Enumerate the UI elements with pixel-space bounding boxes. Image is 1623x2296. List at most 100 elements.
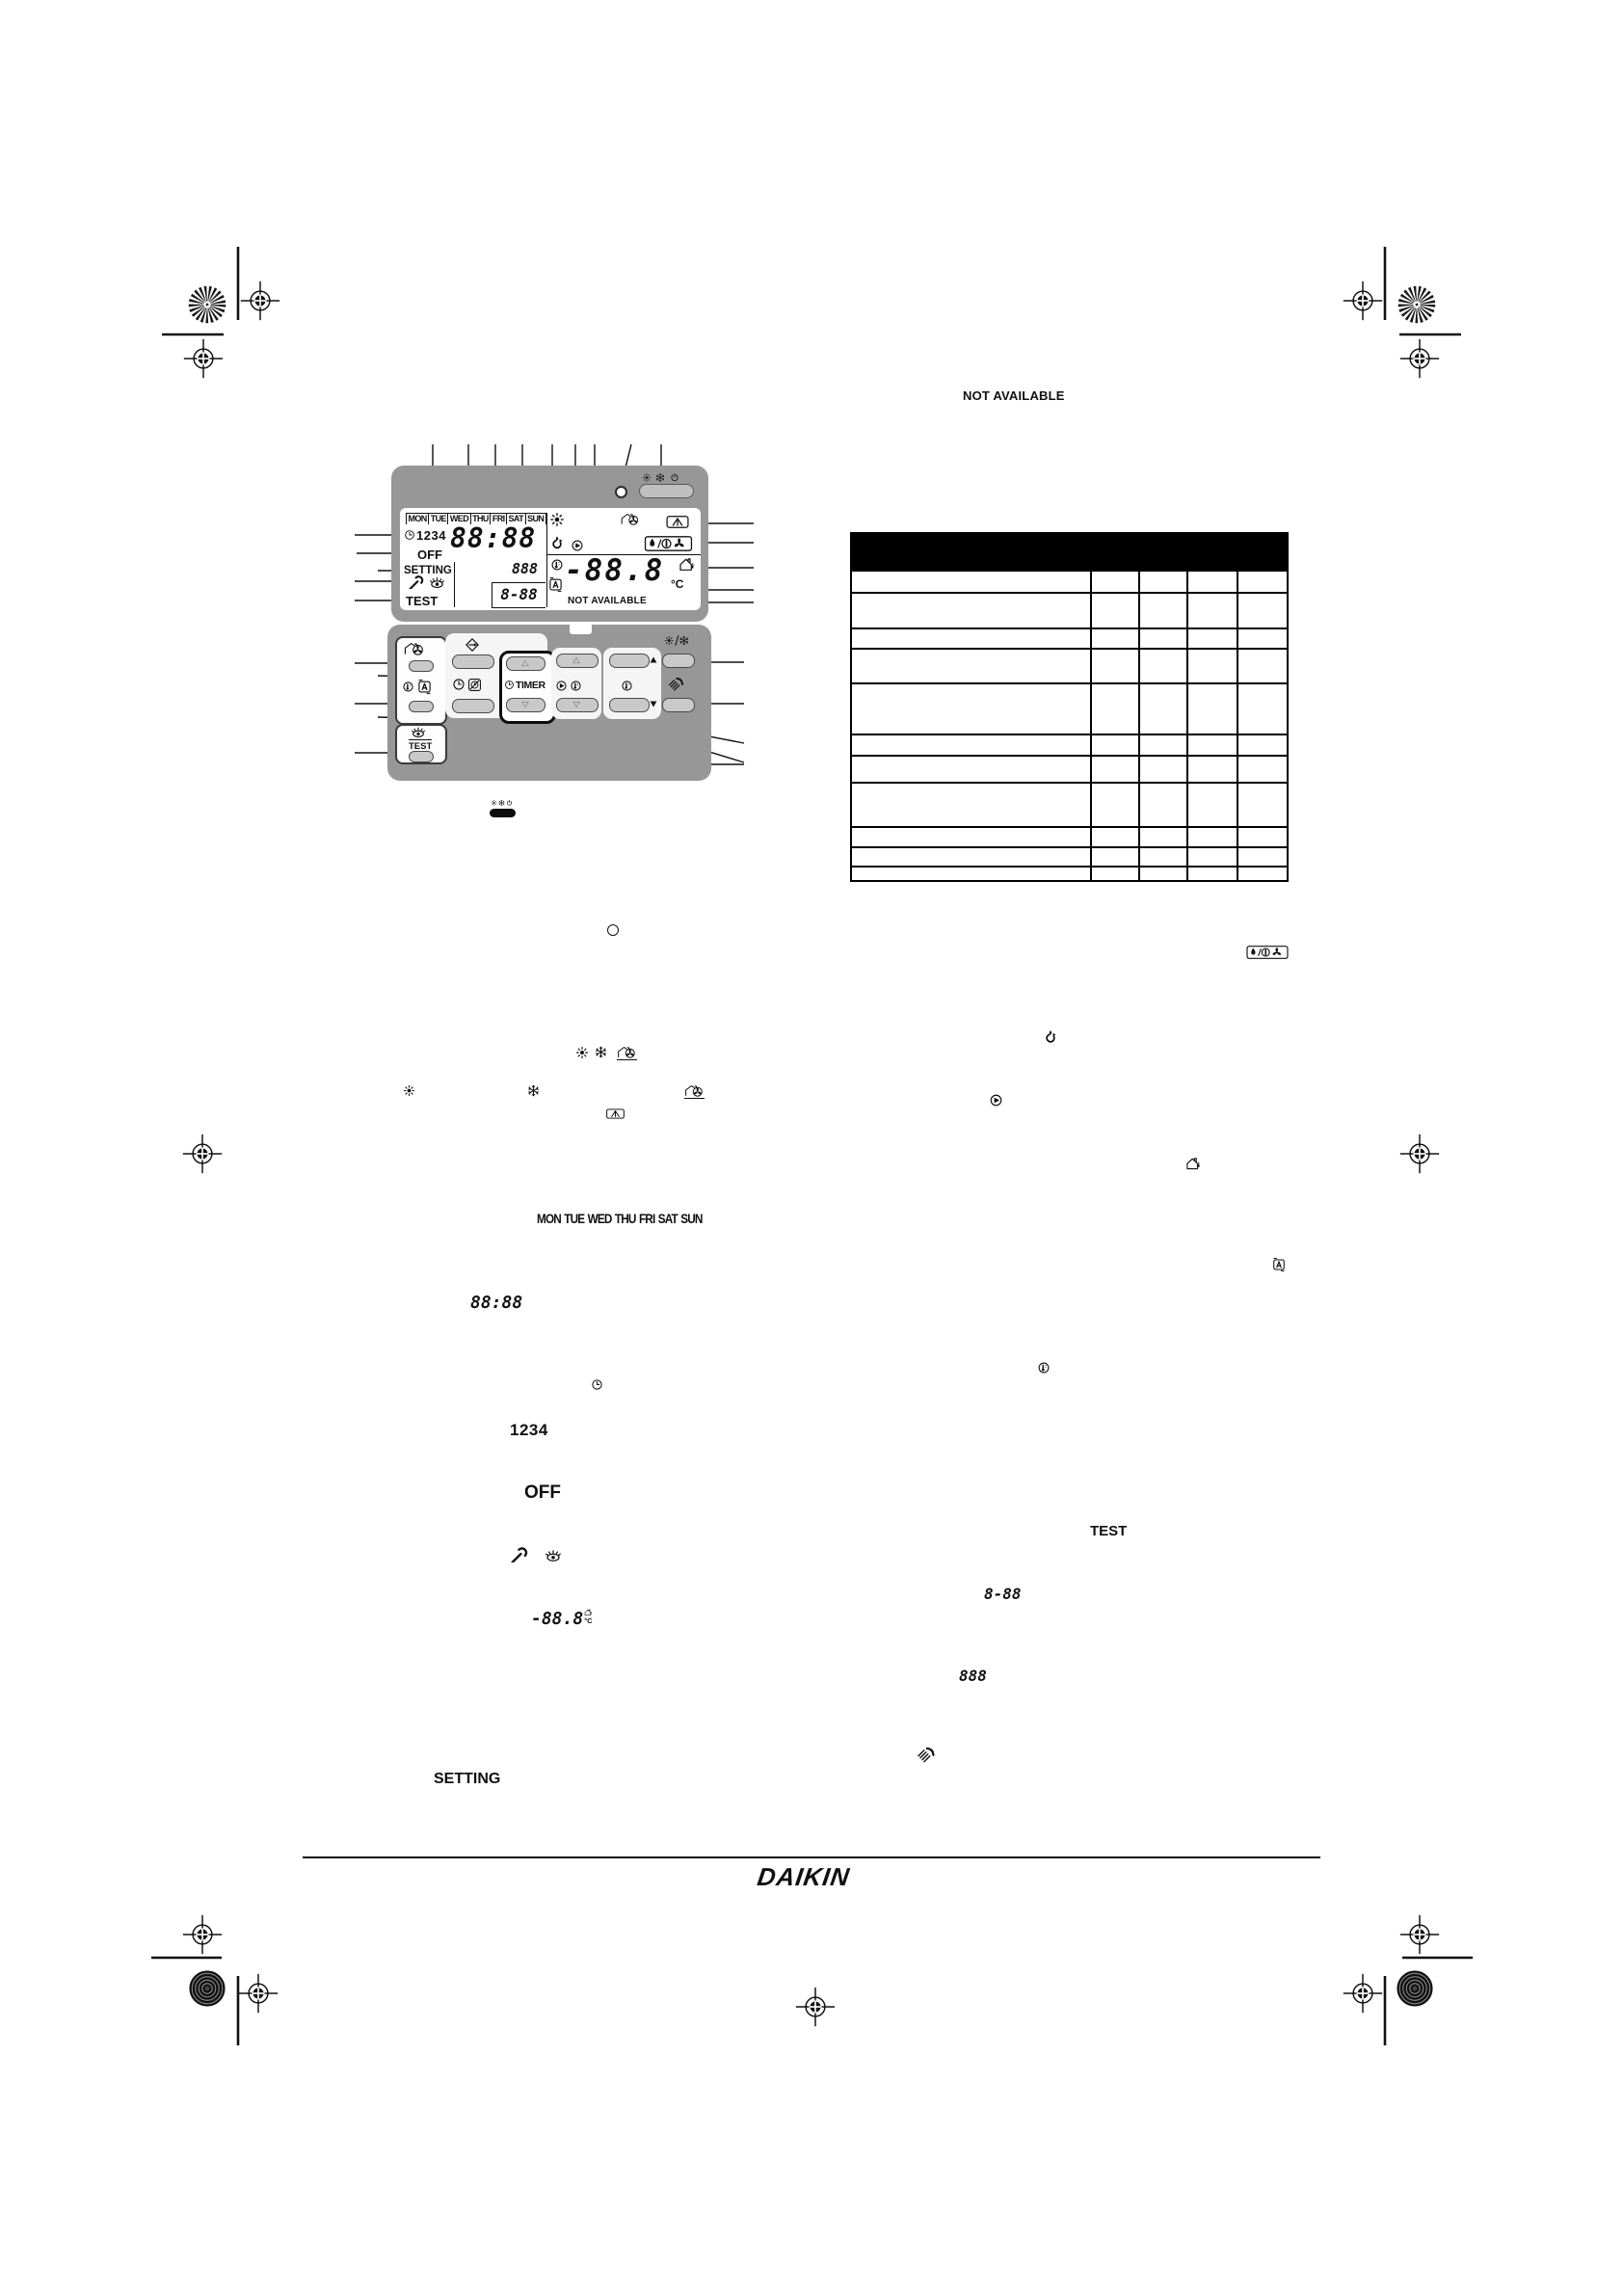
temperature-unit: °C [671,577,684,591]
lcd-display: MON TUE WED THU FRI SAT SUN 1234 88:88 O… [400,508,701,610]
air-swing-icon [666,516,689,528]
outdoor-temp-icon [584,1609,592,1616]
timer-button-block: TIMER [499,651,556,724]
table-row [850,782,1289,828]
code-box: 8-88 [492,582,545,608]
clock-display: 88:88 [450,522,537,554]
house-fan-icon [621,514,639,525]
daikin-logo: DAIKIN [755,1862,852,1891]
triangle-up-icon [519,658,531,668]
remote-button-housing: TEST TIMER [387,625,711,781]
table-row [850,826,1289,848]
day-label: THU [469,514,491,524]
house-fan-icon [404,643,423,655]
thermometer-icon [550,558,564,572]
setting-label-inline: SETTING [434,1771,501,1787]
clock-inline: 88:88 [470,1293,523,1313]
house-fan-icon [617,1046,637,1060]
day-label: SAT [657,1211,678,1226]
footer-rule [303,1856,1320,1858]
room-temp-panel [603,648,661,719]
clock-icon [404,529,415,541]
temperature-unit-inline: °C [584,1616,593,1625]
timer-up-button [506,656,545,671]
temp-unit-stack: °C [584,1609,593,1625]
day-of-week-inline: MON TUE WED THU FRI SAT SUN [537,1212,703,1225]
pump-icon [571,539,584,552]
test-button-group: TEST [395,724,447,764]
day-label: MON [537,1211,562,1226]
triangle-down-icon [519,700,531,709]
lcd-right-divider [547,553,701,555]
day-label: WED [447,514,469,524]
test-label-inline: TEST [1090,1523,1128,1539]
not-available-display: NOT AVAILABLE [568,596,647,606]
table-row [850,592,1289,629]
air-swing-icon [606,1108,625,1119]
thermometer-icon [1037,1361,1051,1375]
day-label: TUE [428,514,447,524]
outdoor-temp-icon [678,557,694,573]
code-display: 8-88 [500,585,538,603]
dhw-button [662,698,695,712]
day-label: MON [406,514,428,524]
day-label: SAT [506,514,525,524]
table-row [850,846,1289,868]
heat-cool-icon [664,635,689,646]
triangle-up-icon [571,655,582,665]
snowflake-icon [595,1046,607,1058]
hot-start-icon [550,536,564,549]
auto-mode-icon [417,680,432,694]
temperature-display: -88.8 [565,553,665,588]
day-label: SUN [524,514,546,524]
table-row [850,570,1289,594]
table-row [850,755,1289,784]
leaving-water-panel [551,648,601,719]
test-label: TEST [406,594,439,608]
pump-icon [989,1093,1003,1108]
day-label: FRI [638,1211,655,1226]
table-row [850,627,1289,650]
snowflake-icon [527,1084,540,1097]
inspection-eye-icon [411,727,426,738]
day-label: TUE [564,1211,585,1226]
table-row [850,682,1289,735]
shower-icon [668,678,683,691]
day-label: FRI [490,514,506,524]
down-button [556,698,599,712]
hot-start-icon [1044,1029,1057,1044]
program-numbers: 1234 [416,528,446,543]
table-header [850,532,1289,572]
temp-up-button [609,654,650,668]
off-label: OFF [417,547,442,562]
lcd-divider [453,562,455,607]
temperature-value: -88.8 [531,1609,584,1629]
inspection-eye-icon [545,1550,561,1562]
defrost-fan-box-icon [1246,946,1289,959]
remote-display-housing: MON TUE WED THU FRI SAT SUN 1234 88:88 O… [391,466,708,622]
unit-number-display: 888 [512,560,539,577]
unit-number-inline: 888 [959,1667,987,1685]
triangle-down-icon [571,700,582,709]
house-fan-icon [684,1084,705,1099]
inspection-eye-icon [430,577,444,589]
shower-icon [917,1747,935,1763]
day-of-week-display: MON TUE WED THU FRI SAT SUN [406,513,546,524]
wrench-icon [409,575,424,589]
clock-icon [452,678,466,691]
test-button [409,751,434,762]
temp-down-button [609,698,650,712]
heat-cool-power-icons [491,799,513,807]
ventilation-button [409,660,434,672]
heat-cool-power-icons [642,472,678,483]
sun-icon [549,512,565,527]
up-button [556,654,599,668]
table-row [850,866,1289,882]
on-off-button-legend [490,809,516,817]
temperature-inline: -88.8 °C [531,1609,593,1629]
on-off-button [639,484,694,498]
defrost-fan-box-icon [644,536,693,551]
clock-icon [504,680,515,690]
clock-cancel-icon [467,678,482,692]
